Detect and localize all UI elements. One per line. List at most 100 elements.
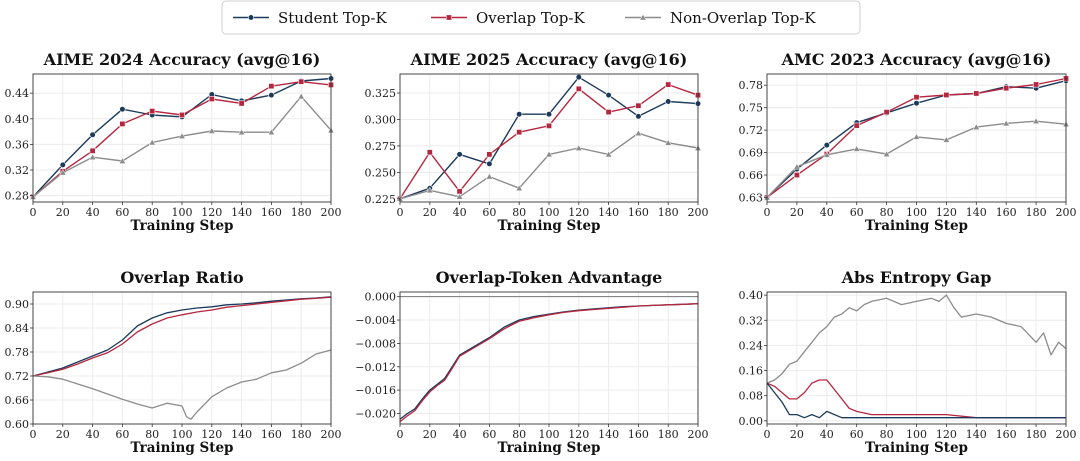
series-line-overlap — [32, 296, 332, 377]
y-tick-label: 0.16 — [739, 365, 764, 378]
x-tick-label: 160 — [628, 428, 649, 441]
chart-title: Overlap Ratio — [120, 268, 244, 287]
series-line-nonoverlap — [766, 294, 1067, 384]
data-point-student — [486, 160, 493, 168]
data-point-overlap — [238, 100, 245, 107]
data-point-nonoverlap — [972, 123, 980, 130]
x-tick-label: 40 — [86, 206, 100, 219]
data-point-nonoverlap — [237, 128, 246, 136]
data-point-nonoverlap — [267, 128, 276, 136]
legend-entry-nonoverlap: Non-Overlap Top-K — [625, 9, 816, 27]
x-tick-label: 160 — [996, 428, 1017, 441]
x-tick-label: 20 — [56, 206, 70, 219]
y-tick-label: 0.44 — [5, 87, 30, 100]
data-point-overlap — [149, 108, 156, 115]
x-axis-label: Training Step — [498, 218, 601, 234]
x-tick-label: 20 — [423, 428, 437, 441]
data-point-overlap — [605, 109, 612, 116]
y-tick-label: 0.32 — [5, 164, 30, 177]
x-tick-label: 140 — [966, 206, 987, 219]
x-tick-label: 0 — [30, 428, 37, 441]
y-tick-label: 0.08 — [739, 390, 764, 403]
x-tick-label: 100 — [906, 428, 927, 441]
data-point-nonoverlap — [59, 168, 67, 176]
y-tick-label: 0.32 — [739, 314, 764, 327]
legend-entry-overlap: Overlap Top-K — [431, 9, 585, 27]
x-tick-label: 120 — [568, 206, 589, 219]
chart-panel-1: AIME 2024 Accuracy (avg@16) 0.28 0.32 0.36 0… — [5, 50, 342, 234]
series-line-overlap — [766, 379, 1066, 419]
x-tick-label: 160 — [996, 206, 1017, 219]
chart-panel-2: AIME 2025 Accuracy (avg@16) 0.225 0.250 0.2… — [365, 50, 709, 234]
x-tick-label: 180 — [1026, 206, 1047, 219]
legend-label-overlap: Overlap Top-K — [476, 9, 585, 27]
data-point-nonoverlap — [882, 150, 891, 157]
data-point-overlap — [208, 95, 215, 102]
x-tick-label: 200 — [688, 206, 709, 219]
series-line-nonoverlap — [32, 349, 332, 420]
y-tick-label: −0.016 — [355, 384, 396, 397]
data-point-overlap — [426, 149, 433, 156]
data-point-overlap — [545, 122, 552, 129]
x-tick-label: 100 — [539, 206, 560, 219]
x-tick-label: 100 — [539, 428, 560, 441]
data-point-overlap — [973, 90, 980, 97]
y-tick-label: 0.90 — [5, 298, 30, 311]
y-tick-label: 0.69 — [739, 147, 764, 160]
series-line-student — [32, 296, 332, 377]
data-point-student — [665, 98, 672, 105]
x-tick-label: 140 — [598, 206, 619, 219]
data-point-overlap — [119, 120, 126, 127]
y-tick-label: −0.012 — [355, 361, 396, 374]
y-tick-label: 0.300 — [365, 113, 397, 126]
data-point-nonoverlap — [88, 153, 97, 161]
x-tick-label: 80 — [512, 428, 526, 441]
x-tick-label: 0 — [764, 206, 771, 219]
data-point-nonoverlap — [118, 157, 127, 164]
y-tick-label: 0.78 — [5, 346, 30, 359]
data-point-nonoverlap — [853, 145, 861, 152]
data-point-nonoverlap — [793, 163, 801, 170]
x-tick-label: 160 — [261, 428, 282, 441]
x-tick-label: 120 — [201, 428, 222, 441]
data-point-overlap — [89, 147, 96, 154]
y-tick-label: 0.66 — [5, 394, 30, 407]
x-tick-label: 100 — [172, 428, 193, 441]
x-tick-label: 140 — [231, 428, 252, 441]
x-tick-label: 0 — [397, 428, 404, 441]
data-point-overlap — [575, 85, 582, 92]
data-point-student — [456, 151, 463, 158]
y-tick-label: 0.325 — [365, 87, 397, 100]
x-tick-label: 80 — [880, 428, 894, 441]
x-tick-label: 120 — [936, 428, 957, 441]
x-tick-label: 40 — [820, 206, 834, 219]
y-tick-label: 0.225 — [365, 193, 397, 206]
legend-marker-student — [247, 14, 255, 21]
data-point-nonoverlap — [485, 172, 494, 180]
data-point-nonoverlap — [208, 127, 216, 134]
legend-marker-overlap — [445, 14, 452, 21]
data-point-student — [605, 92, 612, 99]
x-tick-label: 0 — [764, 428, 771, 441]
data-point-student — [823, 142, 830, 149]
data-point-overlap — [179, 111, 186, 118]
series-line-student — [766, 382, 1066, 419]
data-point-overlap — [943, 91, 950, 98]
data-point-nonoverlap — [148, 138, 156, 146]
x-tick-label: 120 — [201, 206, 222, 219]
data-point-nonoverlap — [823, 151, 831, 158]
data-point-nonoverlap — [1002, 119, 1010, 127]
data-point-overlap — [268, 83, 275, 90]
x-tick-label: 40 — [453, 206, 467, 219]
x-axis-label: Training Step — [865, 440, 968, 456]
data-point-student — [59, 161, 66, 168]
x-tick-label: 60 — [115, 206, 129, 219]
chart-panel-3: AMC 2023 Accuracy (avg@16) 0.63 0.66 0.69 0.… — [739, 50, 1077, 234]
legend: Student Top-K Overlap Top-K Non-Overlap To… — [221, 0, 861, 35]
x-tick-label: 140 — [598, 428, 619, 441]
x-tick-label: 100 — [172, 206, 193, 219]
x-tick-label: 100 — [906, 206, 927, 219]
x-axis-label: Training Step — [498, 440, 601, 456]
data-point-student — [516, 111, 523, 118]
x-tick-label: 200 — [1056, 206, 1077, 219]
